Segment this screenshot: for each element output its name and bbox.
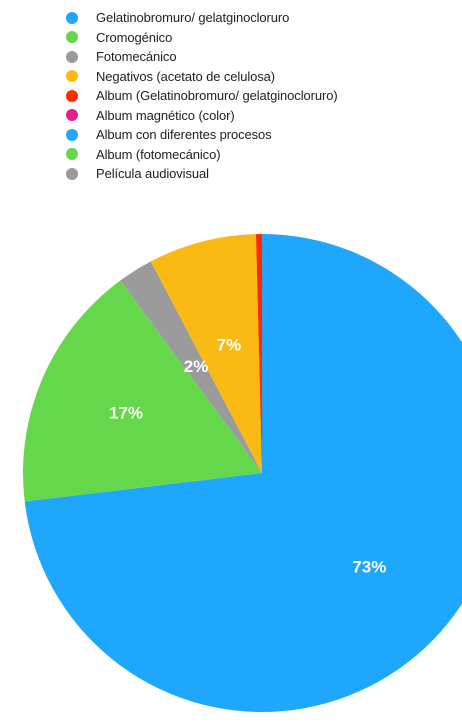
legend-item: Película audiovisual bbox=[66, 164, 338, 184]
legend-swatch bbox=[66, 128, 78, 141]
legend-label: Cromogénico bbox=[96, 29, 173, 45]
legend-label: Fotomecánico bbox=[96, 49, 177, 65]
legend-item: Gelatinobromuro/ gelatginocloruro bbox=[66, 8, 338, 28]
legend-label: Película audiovisual bbox=[96, 166, 209, 182]
pie-slice bbox=[255, 234, 262, 473]
legend-swatch bbox=[66, 89, 78, 102]
legend-label: Album con diferentes procesos bbox=[96, 127, 272, 143]
slice-data-label: 2% bbox=[184, 357, 209, 376]
legend-item: Album (fotomecánico) bbox=[66, 145, 338, 165]
pie-slice bbox=[120, 261, 262, 473]
legend-label: Album (Gelatinobromuro/ gelatginocloruro… bbox=[96, 88, 338, 104]
pie-slice bbox=[24, 234, 462, 712]
legend-swatch bbox=[66, 167, 78, 180]
pie-slice bbox=[22, 280, 263, 502]
legend-label: Album magnético (color) bbox=[96, 107, 235, 123]
slice-data-label: 7% bbox=[217, 335, 242, 354]
legend-label: Album (fotomecánico) bbox=[96, 146, 221, 162]
legend-item: Album (Gelatinobromuro/ gelatginocloruro… bbox=[66, 86, 338, 106]
legend-swatch bbox=[66, 109, 78, 122]
legend-swatch bbox=[66, 50, 78, 63]
pie-slice bbox=[150, 234, 262, 473]
legend-label: Negativos (acetato de celulosa) bbox=[96, 68, 276, 84]
legend-label: Gelatinobromuro/ gelatginocloruro bbox=[96, 10, 290, 26]
legend-swatch bbox=[66, 31, 78, 44]
legend-item: Cromogénico bbox=[66, 28, 338, 48]
legend-swatch bbox=[66, 11, 78, 24]
legend-item: Fotomecánico bbox=[66, 47, 338, 67]
legend-swatch bbox=[66, 70, 78, 83]
chart-legend: Gelatinobromuro/ gelatginocloruro Cromogé… bbox=[66, 8, 338, 184]
slice-data-label: 17% bbox=[109, 404, 143, 423]
legend-item: Negativos (acetato de celulosa) bbox=[66, 67, 338, 87]
slice-data-label: 73% bbox=[352, 558, 386, 577]
legend-swatch bbox=[66, 148, 78, 161]
legend-item: Album con diferentes procesos bbox=[66, 125, 338, 145]
legend-item: Album magnético (color) bbox=[66, 106, 338, 126]
